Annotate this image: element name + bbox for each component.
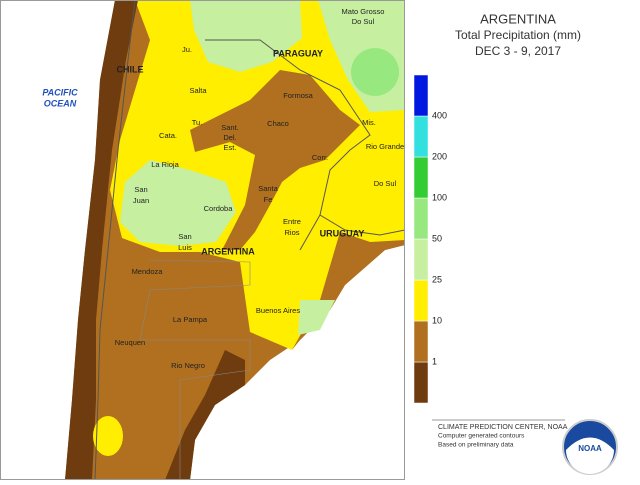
region-dark-brown [65, 0, 138, 480]
place-label: Rio Negro [171, 361, 205, 370]
region-brown [190, 70, 360, 250]
place-label: Formosa [283, 91, 313, 100]
place-label: Sant. [221, 123, 239, 132]
place-label: Chaco [267, 119, 289, 128]
place-label: Mis. [362, 118, 376, 127]
place-label: La Rioja [151, 160, 179, 169]
place-label: Entre [283, 217, 301, 226]
legend-tick-label: 400 [432, 110, 447, 120]
legend: 1 10 25 50 100 200 400 [413, 74, 447, 404]
legend-tick-label: 100 [432, 192, 447, 202]
place-label: La Pampa [173, 315, 208, 324]
place-label: Do Sul [374, 179, 397, 188]
subtitle: Total Precipitation (mm) [455, 28, 581, 42]
credit: Based on preliminary data [438, 442, 514, 449]
place-label: Salta [189, 86, 207, 95]
country-label: ARGENTINA [201, 246, 255, 256]
region-light-green [190, 0, 302, 72]
country-label: PARAGUAY [273, 48, 323, 58]
place-label: Buenos Aires [256, 306, 300, 315]
legend-swatch [413, 197, 429, 240]
place-label: Tu. [192, 118, 203, 127]
place-label: San [178, 232, 191, 241]
legend-tick-label: 50 [432, 233, 442, 243]
credits: CLIMATE PREDICTION CENTER, NOAA Computer … [438, 424, 568, 449]
place-label: Mato Grosso [342, 7, 385, 16]
place-label: Fe [264, 195, 273, 204]
country-label: CHILE [117, 64, 144, 74]
region-yellow [93, 416, 123, 456]
credit: CLIMATE PREDICTION CENTER, NOAA [438, 424, 568, 431]
credit: Computer generated contours [438, 433, 525, 440]
place-label: Rios [284, 228, 299, 237]
logo-wave [566, 437, 614, 474]
legend-swatch [413, 115, 429, 158]
region-light-green [120, 160, 236, 246]
region-dark-brown [165, 350, 245, 480]
region-green [351, 48, 399, 96]
legend-swatch [413, 156, 429, 199]
ocean-label: OCEAN [44, 98, 77, 108]
border [205, 39, 371, 251]
legend-swatch [413, 320, 429, 363]
date: DEC 3 - 9, 2017 [475, 44, 561, 58]
place-label: Est. [224, 143, 237, 152]
region-brown [292, 232, 405, 350]
province-line [139, 259, 251, 480]
place-label: Santa [258, 184, 278, 193]
ocean-label: PACIFIC [42, 87, 78, 97]
legend-tick-label: 10 [432, 315, 442, 325]
place-label: San [134, 185, 147, 194]
legend-tick-label: 25 [432, 274, 442, 284]
place-label: Do Sul [352, 17, 375, 26]
country-label: URUGUAY [320, 228, 365, 238]
legend-swatch [413, 361, 429, 404]
place-label: Juan [133, 196, 149, 205]
legend-tick-label: 200 [432, 151, 447, 161]
logo-text: NOAA [578, 444, 602, 453]
place-label: Corr. [312, 153, 328, 162]
place-label: Ju. [182, 45, 192, 54]
place-label: Del. [223, 133, 236, 142]
region-light-green [298, 300, 335, 335]
title: ARGENTINA [480, 11, 556, 26]
place-label: Neuquen [115, 338, 145, 347]
legend-tick-label: 1 [432, 356, 437, 366]
legend-swatch [413, 238, 429, 281]
place-label: Luis [178, 243, 192, 252]
map-area [0, 0, 406, 481]
border [94, 0, 136, 481]
place-label: Cata. [159, 131, 177, 140]
place-label: Cordoba [204, 204, 234, 213]
place-label: Mendoza [132, 267, 164, 276]
border [319, 214, 406, 236]
legend-swatch [413, 74, 429, 117]
legend-swatch [413, 279, 429, 322]
place-label: Rio Grande [366, 142, 404, 151]
